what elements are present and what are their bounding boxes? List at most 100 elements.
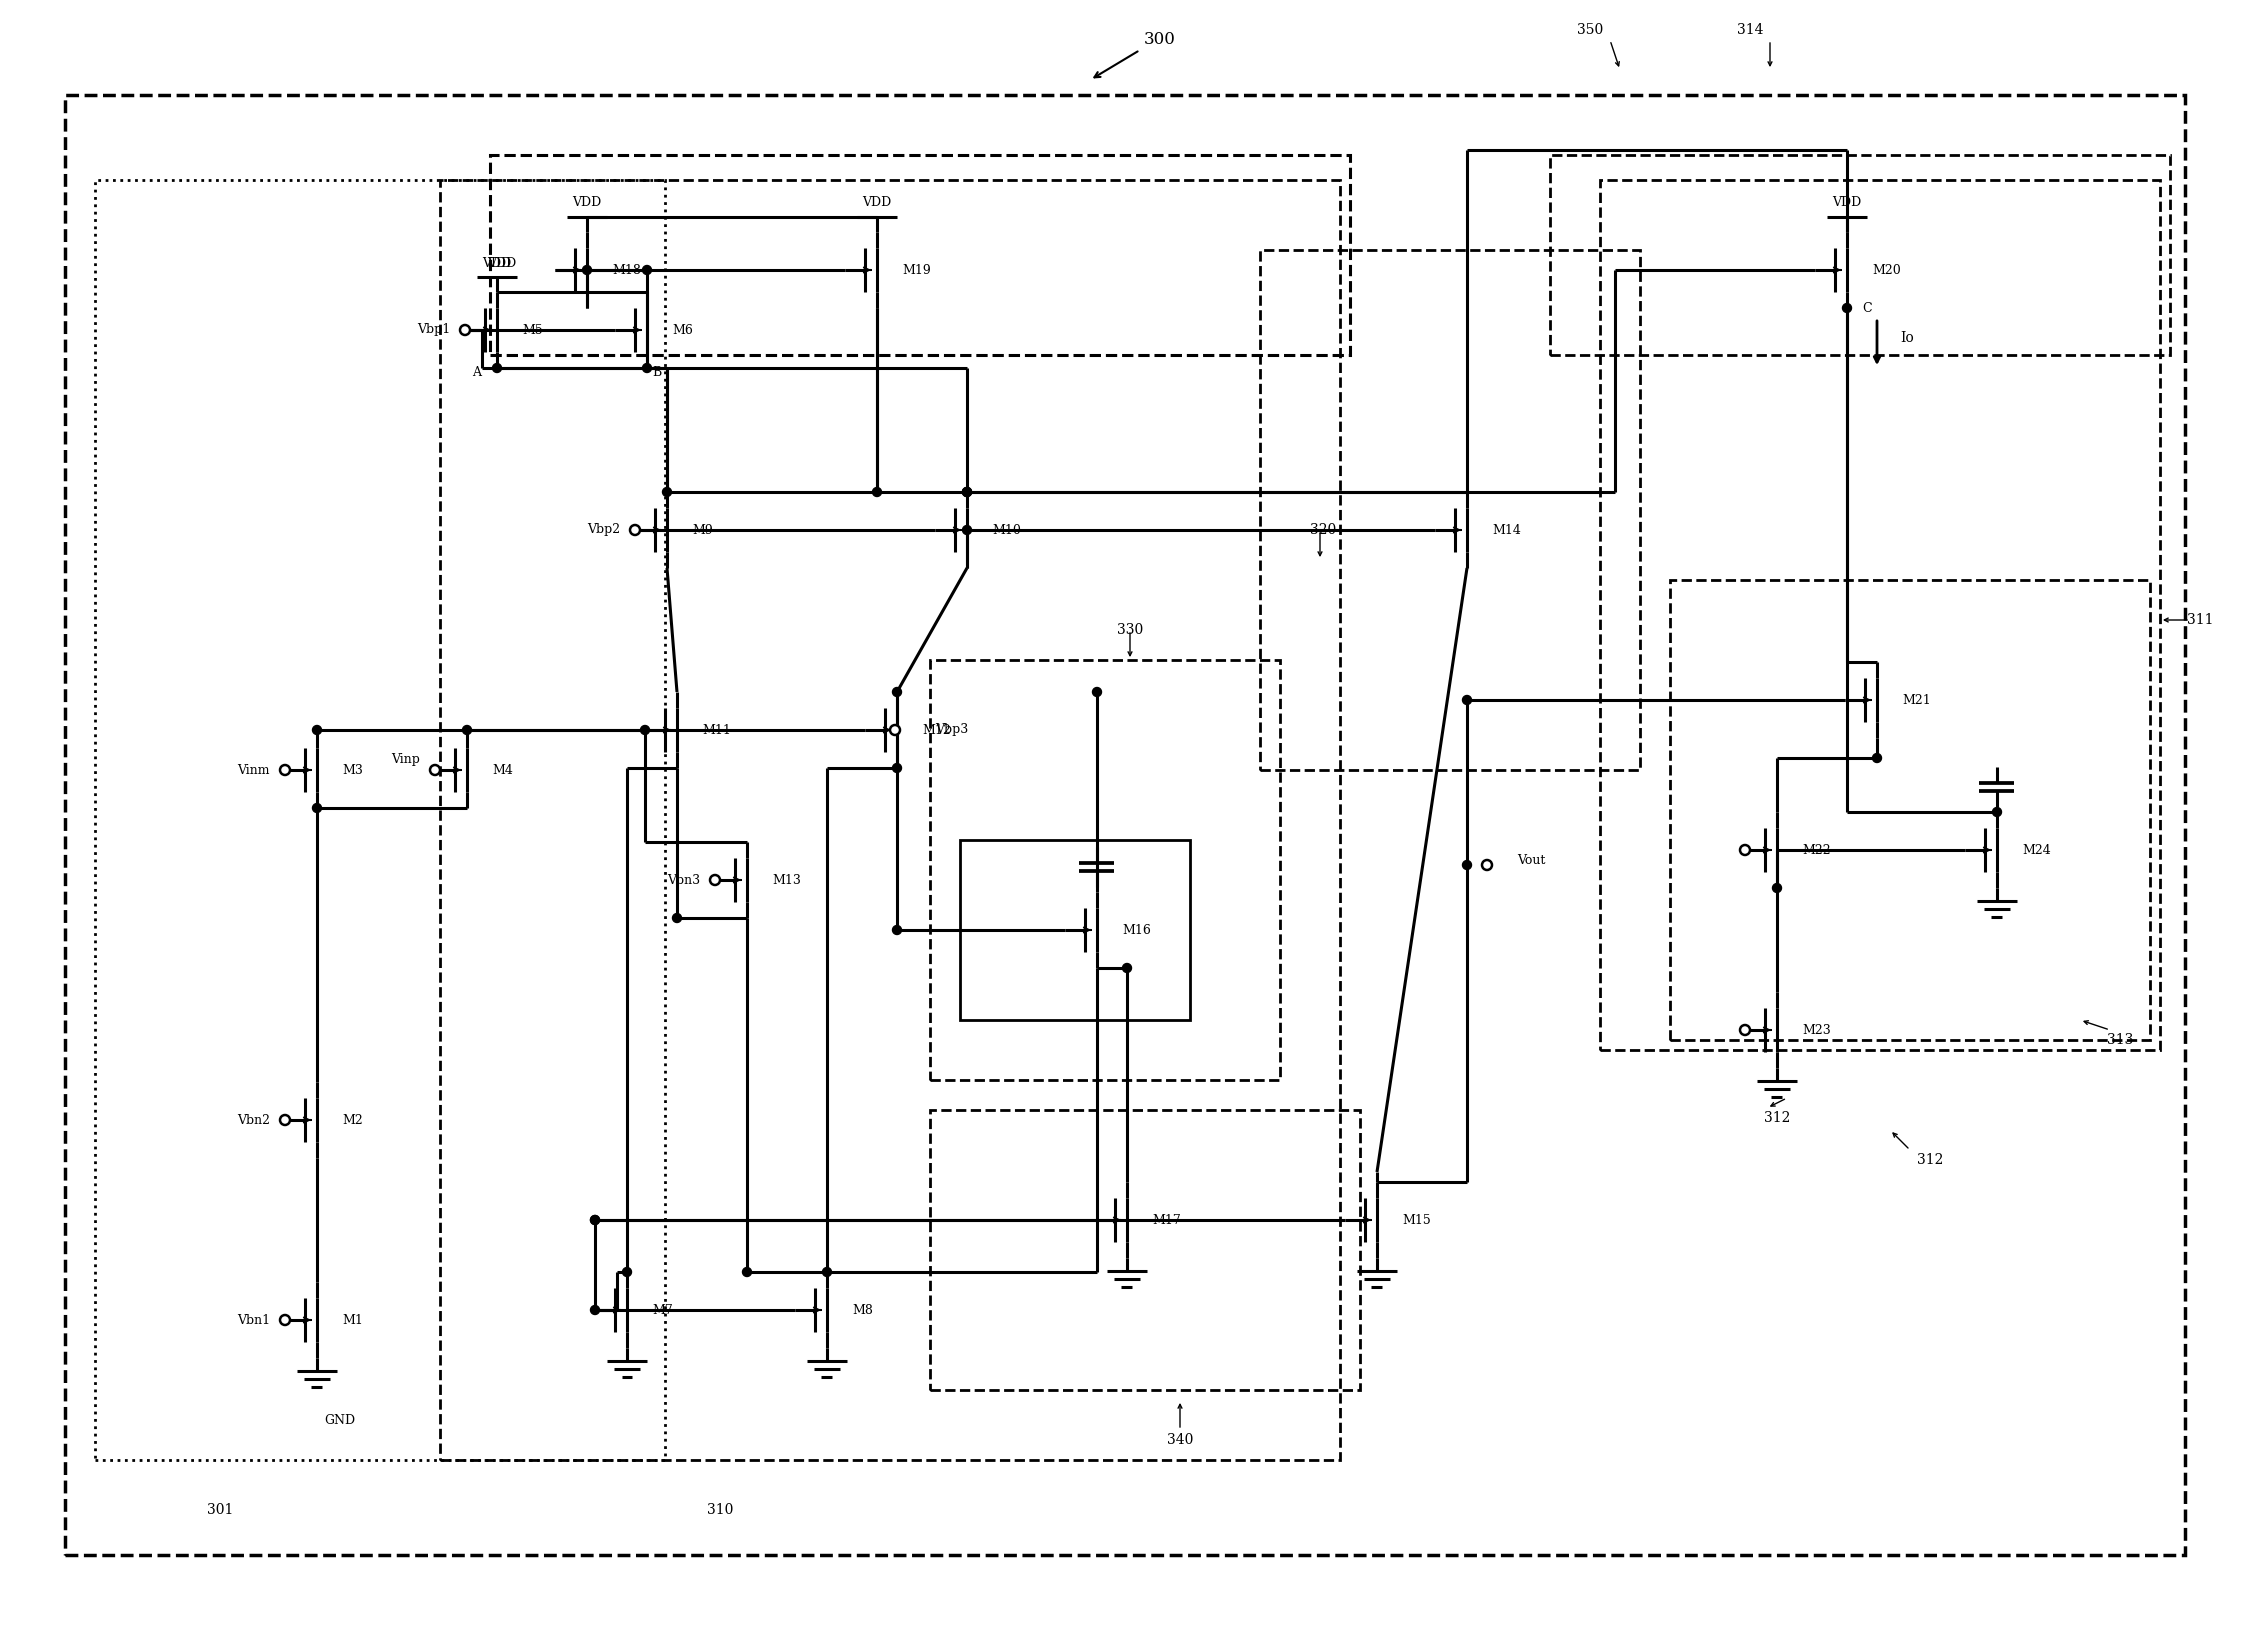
Text: Vbn3: Vbn3 xyxy=(667,873,701,886)
Text: A: A xyxy=(473,366,482,380)
Text: 312: 312 xyxy=(1916,1153,1943,1167)
Text: Vbn2: Vbn2 xyxy=(237,1114,270,1127)
Text: GND: GND xyxy=(325,1414,356,1427)
Text: 311: 311 xyxy=(2186,614,2213,627)
Circle shape xyxy=(1463,696,1472,705)
Bar xyxy=(1670,581,2150,1040)
Text: M9: M9 xyxy=(692,523,712,536)
Bar xyxy=(65,96,2184,1554)
Circle shape xyxy=(1481,860,1492,870)
Text: M3: M3 xyxy=(343,764,363,777)
Circle shape xyxy=(1842,304,1851,312)
Circle shape xyxy=(823,1267,832,1277)
Text: M23: M23 xyxy=(1801,1023,1830,1036)
Text: VDD: VDD xyxy=(1833,195,1862,208)
Text: VDD: VDD xyxy=(863,195,893,208)
Text: M11: M11 xyxy=(701,723,730,736)
Text: VDD: VDD xyxy=(487,257,516,271)
Circle shape xyxy=(962,525,971,535)
Text: M4: M4 xyxy=(491,764,514,777)
Text: Vbp3: Vbp3 xyxy=(935,723,969,736)
Circle shape xyxy=(313,804,322,812)
Bar xyxy=(960,840,1190,1020)
Circle shape xyxy=(1463,861,1472,870)
Text: M21: M21 xyxy=(1902,693,1932,706)
Bar xyxy=(95,180,665,1460)
Text: 301: 301 xyxy=(207,1503,232,1516)
Text: M20: M20 xyxy=(1873,264,1900,277)
Circle shape xyxy=(582,266,591,274)
Text: M10: M10 xyxy=(992,523,1021,536)
Circle shape xyxy=(631,525,640,535)
Circle shape xyxy=(893,764,902,772)
Text: Vinp: Vinp xyxy=(392,754,419,767)
Text: VDD: VDD xyxy=(482,257,512,271)
Circle shape xyxy=(462,726,471,734)
Circle shape xyxy=(640,726,649,734)
Circle shape xyxy=(279,1315,291,1325)
Text: Vbp2: Vbp2 xyxy=(586,523,620,536)
Circle shape xyxy=(962,487,971,497)
Text: M1: M1 xyxy=(343,1313,363,1327)
Bar xyxy=(1260,251,1641,771)
Circle shape xyxy=(591,1216,600,1224)
Circle shape xyxy=(962,487,971,497)
Bar xyxy=(1600,180,2159,1049)
Text: M13: M13 xyxy=(773,873,800,886)
Circle shape xyxy=(591,1305,600,1315)
Circle shape xyxy=(893,926,902,934)
Circle shape xyxy=(1772,883,1781,893)
Circle shape xyxy=(1740,1025,1749,1035)
Circle shape xyxy=(642,266,651,274)
Text: VDD: VDD xyxy=(573,195,602,208)
Circle shape xyxy=(872,487,881,497)
Text: M19: M19 xyxy=(902,264,931,277)
Circle shape xyxy=(1740,845,1749,855)
Circle shape xyxy=(962,487,971,497)
Circle shape xyxy=(1093,688,1102,696)
Text: M15: M15 xyxy=(1402,1213,1431,1226)
Text: 320: 320 xyxy=(1310,523,1337,536)
Circle shape xyxy=(313,726,322,734)
Text: M7: M7 xyxy=(651,1304,672,1317)
Text: M5: M5 xyxy=(523,323,543,337)
Bar xyxy=(489,155,1350,355)
Text: M8: M8 xyxy=(852,1304,872,1317)
Bar xyxy=(931,660,1280,1081)
Text: 313: 313 xyxy=(2107,1033,2132,1048)
Bar xyxy=(440,180,1339,1460)
Bar xyxy=(1551,155,2171,355)
Text: 310: 310 xyxy=(708,1503,733,1516)
Text: Vinm: Vinm xyxy=(237,764,270,777)
Text: M6: M6 xyxy=(672,323,692,337)
Text: 300: 300 xyxy=(1145,31,1177,48)
Text: B: B xyxy=(651,366,663,380)
Text: Vbp1: Vbp1 xyxy=(417,323,451,337)
Text: M2: M2 xyxy=(343,1114,363,1127)
Text: M16: M16 xyxy=(1122,924,1152,937)
Text: 350: 350 xyxy=(1578,23,1603,36)
Text: 314: 314 xyxy=(1738,23,1763,36)
Circle shape xyxy=(1122,964,1132,972)
Text: Vbn1: Vbn1 xyxy=(237,1313,270,1327)
Circle shape xyxy=(460,325,471,335)
Text: Io: Io xyxy=(1900,332,1914,345)
Circle shape xyxy=(494,363,500,373)
Circle shape xyxy=(591,1216,600,1224)
Circle shape xyxy=(1993,807,2002,817)
Text: M12: M12 xyxy=(922,723,951,736)
Text: M22: M22 xyxy=(1801,843,1830,856)
Text: M24: M24 xyxy=(2022,843,2051,856)
Text: M17: M17 xyxy=(1152,1213,1181,1226)
Text: M18: M18 xyxy=(613,264,640,277)
Circle shape xyxy=(890,724,899,734)
Circle shape xyxy=(642,363,651,373)
Text: 340: 340 xyxy=(1168,1432,1192,1447)
Circle shape xyxy=(893,688,902,696)
Text: Vout: Vout xyxy=(1517,853,1546,866)
Text: C: C xyxy=(1862,302,1871,315)
Text: 330: 330 xyxy=(1118,624,1143,637)
Circle shape xyxy=(279,766,291,775)
Circle shape xyxy=(622,1267,631,1277)
Circle shape xyxy=(742,1267,751,1277)
